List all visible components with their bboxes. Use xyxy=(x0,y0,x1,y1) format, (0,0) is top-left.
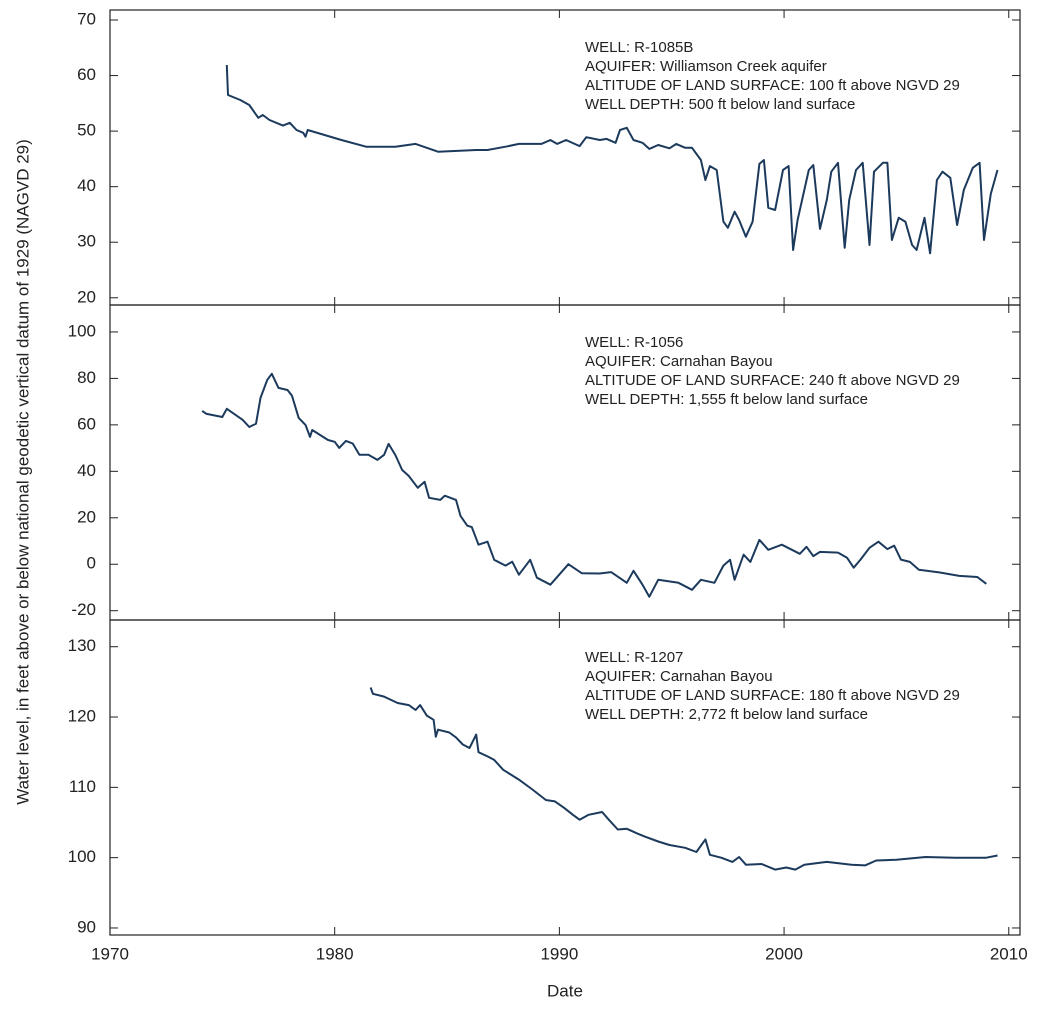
annotation: WELL: R-1207 xyxy=(585,649,683,666)
y-tick-label: 60 xyxy=(77,414,96,433)
y-tick-label: 40 xyxy=(77,461,96,480)
annotation: WELL DEPTH: 1,555 ft below land surface xyxy=(585,391,868,408)
y-tick-label: 70 xyxy=(77,9,96,28)
y-tick-label: 50 xyxy=(77,121,96,140)
annotation: WELL DEPTH: 2,772 ft below land surface xyxy=(585,706,868,723)
annotation: ALTITUDE OF LAND SURFACE: 180 ft above N… xyxy=(585,687,960,704)
y-tick-label: 90 xyxy=(77,917,96,936)
series-line xyxy=(225,64,999,255)
y-tick-label: 100 xyxy=(68,847,96,866)
x-tick-label: 1980 xyxy=(316,944,354,963)
y-tick-label: 120 xyxy=(68,707,96,726)
y-tick-label: 100 xyxy=(68,321,96,340)
plot-frame xyxy=(109,304,1021,621)
x-tick-label: 1990 xyxy=(540,944,578,963)
y-tick-label: 110 xyxy=(69,777,96,796)
annotation: AQUIFER: Carnahan Bayou xyxy=(585,668,773,685)
y-tick-label: 130 xyxy=(68,636,96,655)
series-line xyxy=(201,372,987,598)
annotation: ALTITUDE OF LAND SURFACE: 100 ft above N… xyxy=(585,77,960,94)
x-tick-label: 2000 xyxy=(765,944,803,963)
y-tick-label: 30 xyxy=(77,232,96,251)
x-tick-label: 1970 xyxy=(91,944,129,963)
y-tick-label: 20 xyxy=(77,507,96,526)
annotation: AQUIFER: Carnahan Bayou xyxy=(585,353,773,370)
y-tick-label: 60 xyxy=(77,65,96,84)
plot-frame xyxy=(109,619,1021,936)
y-tick-label: -20 xyxy=(71,600,96,619)
y-tick-label: 0 xyxy=(87,554,96,573)
annotation: WELL DEPTH: 500 ft below land surface xyxy=(585,96,855,113)
x-tick-label: 2010 xyxy=(990,944,1028,963)
annotation: ALTITUDE OF LAND SURFACE: 240 ft above N… xyxy=(585,372,960,389)
plot-frame xyxy=(109,9,1021,306)
x-axis-label: Date xyxy=(547,981,583,1000)
annotation: WELL: R-1056 xyxy=(585,334,683,351)
y-axis-label: Water level, in feet above or below nati… xyxy=(13,139,32,805)
annotation: AQUIFER: Williamson Creek aquifer xyxy=(585,58,827,75)
y-tick-label: 20 xyxy=(77,287,96,306)
y-tick-label: 80 xyxy=(77,368,96,387)
annotation: WELL: R-1085B xyxy=(585,39,693,56)
y-tick-label: 40 xyxy=(77,176,96,195)
series-line xyxy=(369,687,998,871)
